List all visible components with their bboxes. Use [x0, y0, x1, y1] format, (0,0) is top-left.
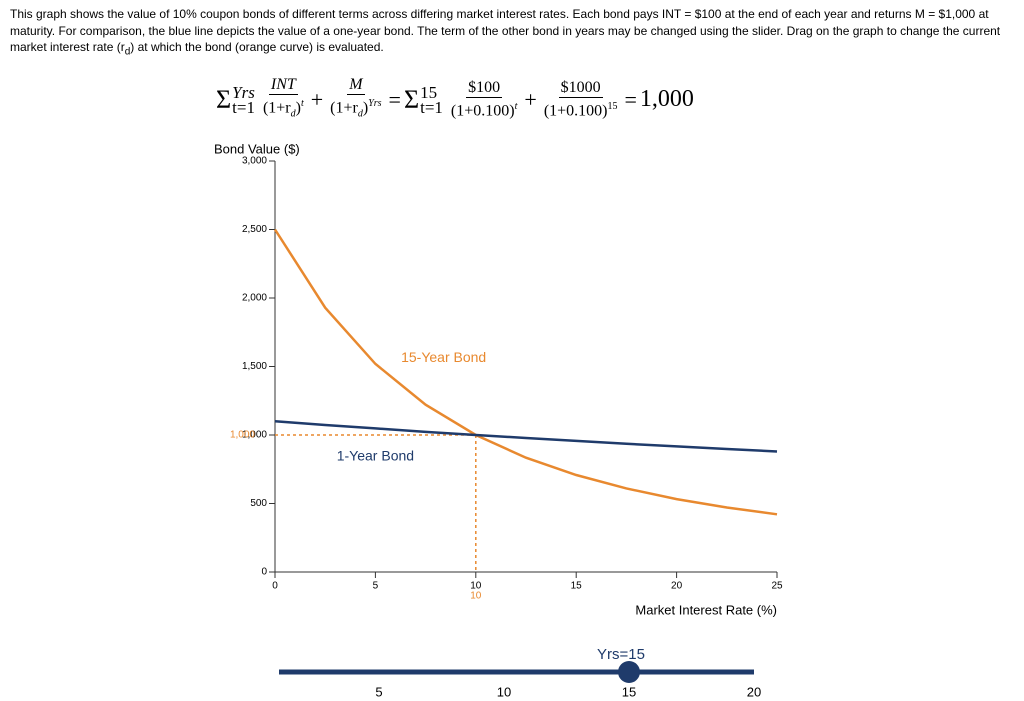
- plus: +: [310, 86, 324, 112]
- x-tick-label: 15: [571, 581, 583, 592]
- x-tick-label: 5: [373, 581, 379, 592]
- x-axis-label: Market Interest Rate (%): [635, 602, 777, 617]
- x-tick-label: 10: [470, 581, 482, 592]
- series-label: 1-Year Bond: [337, 448, 414, 464]
- denominator: (1+0.100): [450, 102, 515, 120]
- y-tick-label: 2,500: [242, 224, 267, 235]
- equals: =: [388, 86, 401, 112]
- sigma: Σ: [403, 84, 420, 114]
- y-tick-label: 1,500: [242, 361, 267, 372]
- numerator: INT: [268, 76, 298, 95]
- numerator: $100: [466, 79, 503, 99]
- intro-sub: d: [124, 46, 131, 58]
- sum-lower: t=1: [232, 97, 255, 117]
- slider-tick-label: 20: [747, 684, 761, 699]
- y-tick-label: 1,000: [242, 430, 267, 441]
- slider-tick-label: 5: [375, 684, 382, 699]
- series-line: [273, 228, 778, 516]
- slider-tick-label: 10: [497, 684, 511, 699]
- x-tick-label: 0: [272, 581, 278, 592]
- sigma: Σ: [216, 84, 232, 114]
- slider-tick-label: 15: [622, 684, 636, 699]
- denominator: (1+r: [262, 99, 291, 117]
- y-tick-label: 500: [250, 498, 267, 509]
- exponent: t: [300, 98, 304, 109]
- x-tick-label: 20: [671, 581, 683, 592]
- intro-text: This graph shows the value of 10% coupon…: [10, 7, 1001, 54]
- subscript: d: [290, 108, 296, 120]
- y-tick-label: 3,000: [242, 156, 267, 167]
- series-line: [274, 420, 778, 453]
- equals: =: [624, 86, 637, 112]
- sum-upper: Yrs: [232, 82, 255, 102]
- slider-handle[interactable]: [618, 661, 640, 683]
- exponent: 15: [607, 101, 618, 113]
- formula: Σ Yrs t=1 INT (1+rd)t + M (1+rd)Yrs = Σ 15 t=1…: [216, 76, 694, 124]
- price: 1,000: [639, 86, 694, 113]
- series-label: 15-Year Bond: [401, 349, 486, 365]
- denominator: (1+0.100): [543, 102, 608, 120]
- denominator: ): [295, 99, 301, 117]
- numerator: $1000: [558, 79, 603, 99]
- denominator: ): [362, 99, 369, 117]
- x-tick-label: 25: [771, 581, 783, 592]
- sum-upper: 15: [420, 82, 438, 102]
- current-rate-label: 10: [470, 591, 482, 602]
- intro-text: ) at which the bond (orange curve) is ev…: [130, 40, 384, 54]
- slider-label: Yrs=15: [597, 646, 645, 663]
- y-axis-label: Bond Value ($): [214, 141, 300, 156]
- current-value-label: 1,000: [230, 430, 255, 441]
- numerator: M: [347, 76, 365, 95]
- plus: +: [524, 86, 537, 112]
- denominator: (1+r: [330, 99, 358, 117]
- sum-lower: t=1: [420, 97, 443, 117]
- y-tick-label: 2,000: [242, 293, 267, 304]
- intro: This graph shows the value of 10% coupon…: [10, 6, 1010, 61]
- exponent: t: [514, 101, 518, 113]
- subscript: d: [357, 108, 363, 120]
- exponent: Yrs: [368, 98, 382, 109]
- y-tick-label: 0: [261, 567, 267, 578]
